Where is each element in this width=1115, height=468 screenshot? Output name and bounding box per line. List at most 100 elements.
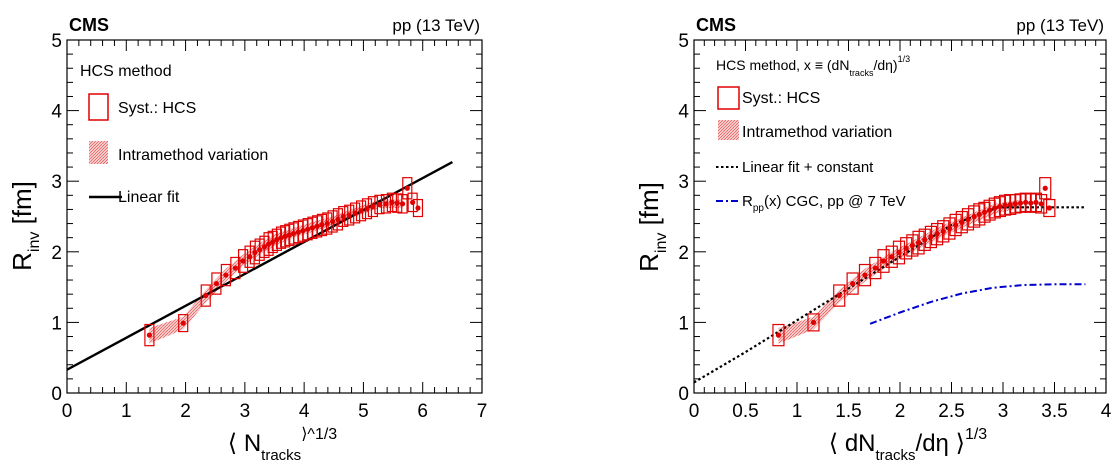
syst-box [332,208,344,231]
data-point [922,237,928,243]
syst-box [955,210,968,234]
y-tick-label: 5 [678,31,689,52]
x-tick-label: 7 [477,401,488,422]
x-axis-label: ⟨ Ntracks⟩^1/3 [228,426,337,463]
x-tick-label: 1 [121,401,132,422]
legend: HCS method, x ≡ (dNtracks/dη)1/3 Syst.: H… [716,54,910,214]
y-tick-label: 4 [51,102,62,123]
syst-box [858,263,872,287]
data-point [146,332,153,338]
data-point [915,240,922,246]
x-axis-label: ⟨ dNtracks/dη ⟩1/3 [829,426,987,463]
legend-band-swatch [89,141,108,164]
data-point [953,222,959,228]
syst-box [367,196,379,218]
legend-band-swatch [718,120,739,140]
syst-box [892,240,906,265]
syst-box [230,256,241,280]
chart-panel-1: 0 1 2 3 4 5 6 7 0 1 2 3 4 5 CMS pp (13 TeV) ⟨ Ntracks⟩^1… [7,15,488,464]
legend-title: HCS method [80,63,172,80]
legend-entry-syst: Syst.: HCS [118,100,196,117]
syst-box [930,222,944,246]
y-tick-label: 3 [678,172,689,193]
y-tick-label: 0 [678,384,689,405]
y-axis-label: Rinv [fm] [634,182,670,272]
x-tick-label: 3.5 [1041,401,1067,422]
data-point [934,231,940,237]
syst-box [906,234,919,257]
energy-label: pp (13 TeV) [392,16,480,35]
legend-entry-fit: Linear fit + constant [742,159,874,176]
x-tick-label: 4 [1101,401,1112,422]
data-point [965,216,971,222]
data-point [330,218,336,225]
y-tick-label: 2 [678,243,689,264]
y-tick-label: 3 [51,172,62,193]
syst-box [1039,177,1052,200]
syst-box [937,220,950,243]
syst-box [885,245,898,268]
syst-box [869,256,882,280]
data-point [213,280,219,287]
intramethod-band [778,199,1021,344]
legend-title: HCS method, x ≡ (dNtracks/dη)1/3 [716,54,910,78]
data-point [946,225,953,232]
x-tick-label: 0.5 [732,401,758,422]
syst-box [833,284,846,307]
energy-label: pp (13 TeV) [1016,16,1104,35]
legend-syst-swatch [88,93,109,121]
syst-box [244,245,255,268]
data-point [810,319,817,325]
y-tick-label: 0 [51,384,62,405]
data-point [394,200,400,206]
y-axis-label: Rinv [fm] [7,181,43,271]
syst-box [924,225,938,249]
experiment-label: CMS [69,15,109,35]
data-point [836,292,842,299]
plot-area [694,177,1086,384]
x-tick-label: 0 [689,401,700,422]
syst-box [237,249,249,273]
y-tick-label: 1 [678,313,689,334]
data-point [399,201,406,207]
x-tick-label: 1.5 [835,401,861,422]
data-point [404,185,410,191]
x-tick-label: 1 [792,401,803,422]
y-tick-label: 1 [51,313,62,334]
x-tick-label: 2 [895,401,906,422]
data-point [1046,205,1052,211]
x-tick-label: 6 [417,401,428,422]
legend-entry-band: Intramethod variation [742,124,892,141]
data-point [850,280,856,287]
data-point [370,204,376,210]
syst-box [1035,194,1048,214]
x-tick-label: 5 [358,401,369,422]
data-point [928,234,934,240]
syst-box [412,198,424,218]
syst-box [807,313,820,332]
data-point [1038,201,1044,207]
x-tick-label: 3 [998,401,1009,422]
experiment-label: CMS [696,15,736,35]
legend-syst-swatch [717,86,740,110]
data-point [959,219,965,225]
syst-box [178,314,189,333]
y-tick-label: 5 [51,31,62,52]
x-tick-label: 4 [299,401,310,422]
syst-box [912,230,925,255]
data-point [872,265,878,271]
fit-line [67,161,453,371]
syst-box [846,272,859,295]
syst-box [144,323,155,347]
syst-box [200,284,211,307]
data-point [223,272,229,278]
data-point [319,222,325,228]
fit-line [694,206,1086,384]
syst-box [918,228,931,251]
legend-entry-cgc: Rpp(x) CGC, pp @ 7 TeV [742,193,906,214]
syst-box [943,217,956,240]
data-point [909,242,915,249]
y-tick-label: 2 [51,243,62,264]
